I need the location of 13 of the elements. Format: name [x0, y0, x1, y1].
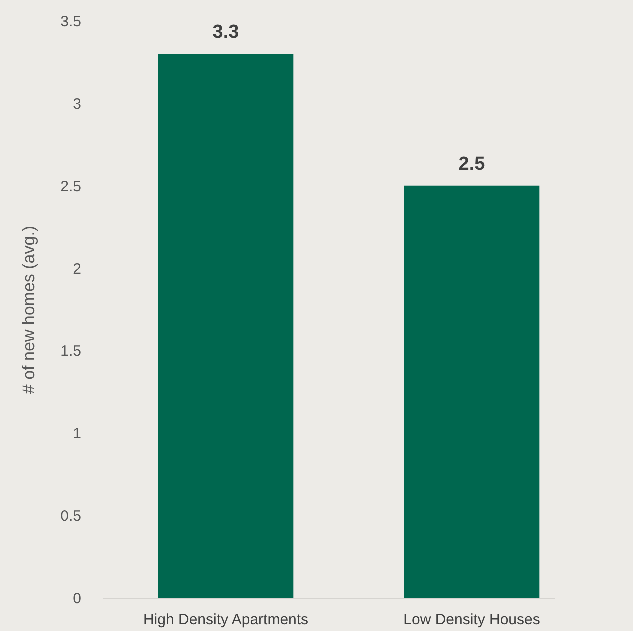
y-tick-label: 2.5 [60, 178, 82, 196]
x-tick-label: High Density Apartments [143, 612, 309, 628]
data-label: 2.5 [458, 154, 486, 175]
data-label: 3.3 [212, 22, 240, 43]
y-tick-label: 0.5 [60, 508, 82, 526]
y-tick-label: 3 [73, 96, 82, 113]
x-tick-label: Low Density Houses [404, 612, 540, 628]
y-tick-label: 1 [73, 426, 82, 443]
y-tick-label: 3.5 [60, 14, 82, 30]
y-tick-label: 0 [73, 590, 82, 608]
y-tick-label: 1.5 [60, 343, 82, 360]
y-tick-label: 2 [73, 260, 82, 278]
y-axis-title: # of new homes (avg.) [20, 226, 39, 394]
